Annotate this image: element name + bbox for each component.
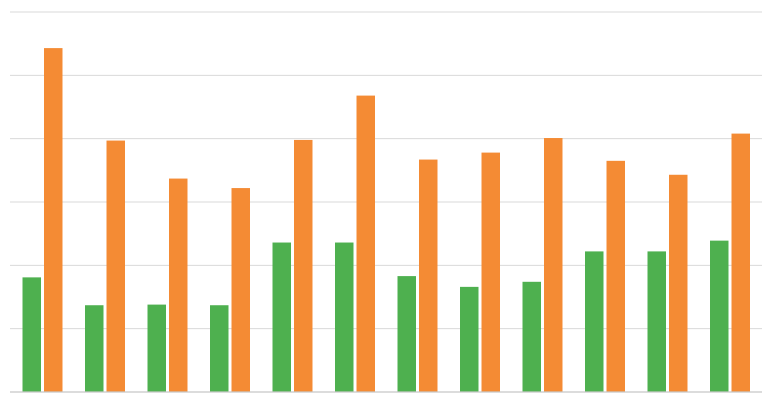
bar-series-2-category-7 — [419, 159, 438, 392]
bar-series-1-category-12 — [710, 240, 729, 392]
bar-series-2-category-3 — [169, 178, 188, 392]
bar-series-1-category-6 — [335, 242, 354, 392]
bar-series-1-category-11 — [647, 251, 666, 392]
bar-series-1-category-5 — [272, 242, 291, 392]
gridlines — [10, 11, 762, 330]
bar-series-1-category-4 — [210, 305, 229, 392]
bar-series-1-category-1 — [22, 277, 41, 392]
bar-series-2-category-10 — [606, 160, 625, 392]
bar-series-1-category-2 — [85, 305, 104, 392]
bars — [22, 48, 750, 392]
bar-series-2-category-8 — [481, 152, 500, 392]
bar-series-2-category-2 — [106, 140, 125, 392]
bar-series-1-category-10 — [585, 251, 604, 392]
bar-series-2-category-11 — [669, 174, 688, 392]
bar-series-1-category-9 — [522, 281, 541, 392]
bar-series-2-category-1 — [44, 48, 63, 392]
bar-series-2-category-12 — [731, 133, 750, 392]
bar-series-1-category-3 — [147, 304, 166, 392]
bar-series-2-category-4 — [231, 188, 250, 392]
bar-series-2-category-9 — [544, 138, 563, 392]
bar-series-1-category-8 — [460, 286, 479, 392]
bar-series-1-category-7 — [397, 276, 416, 392]
bar-series-2-category-6 — [356, 95, 375, 392]
bar-series-2-category-5 — [294, 139, 313, 392]
